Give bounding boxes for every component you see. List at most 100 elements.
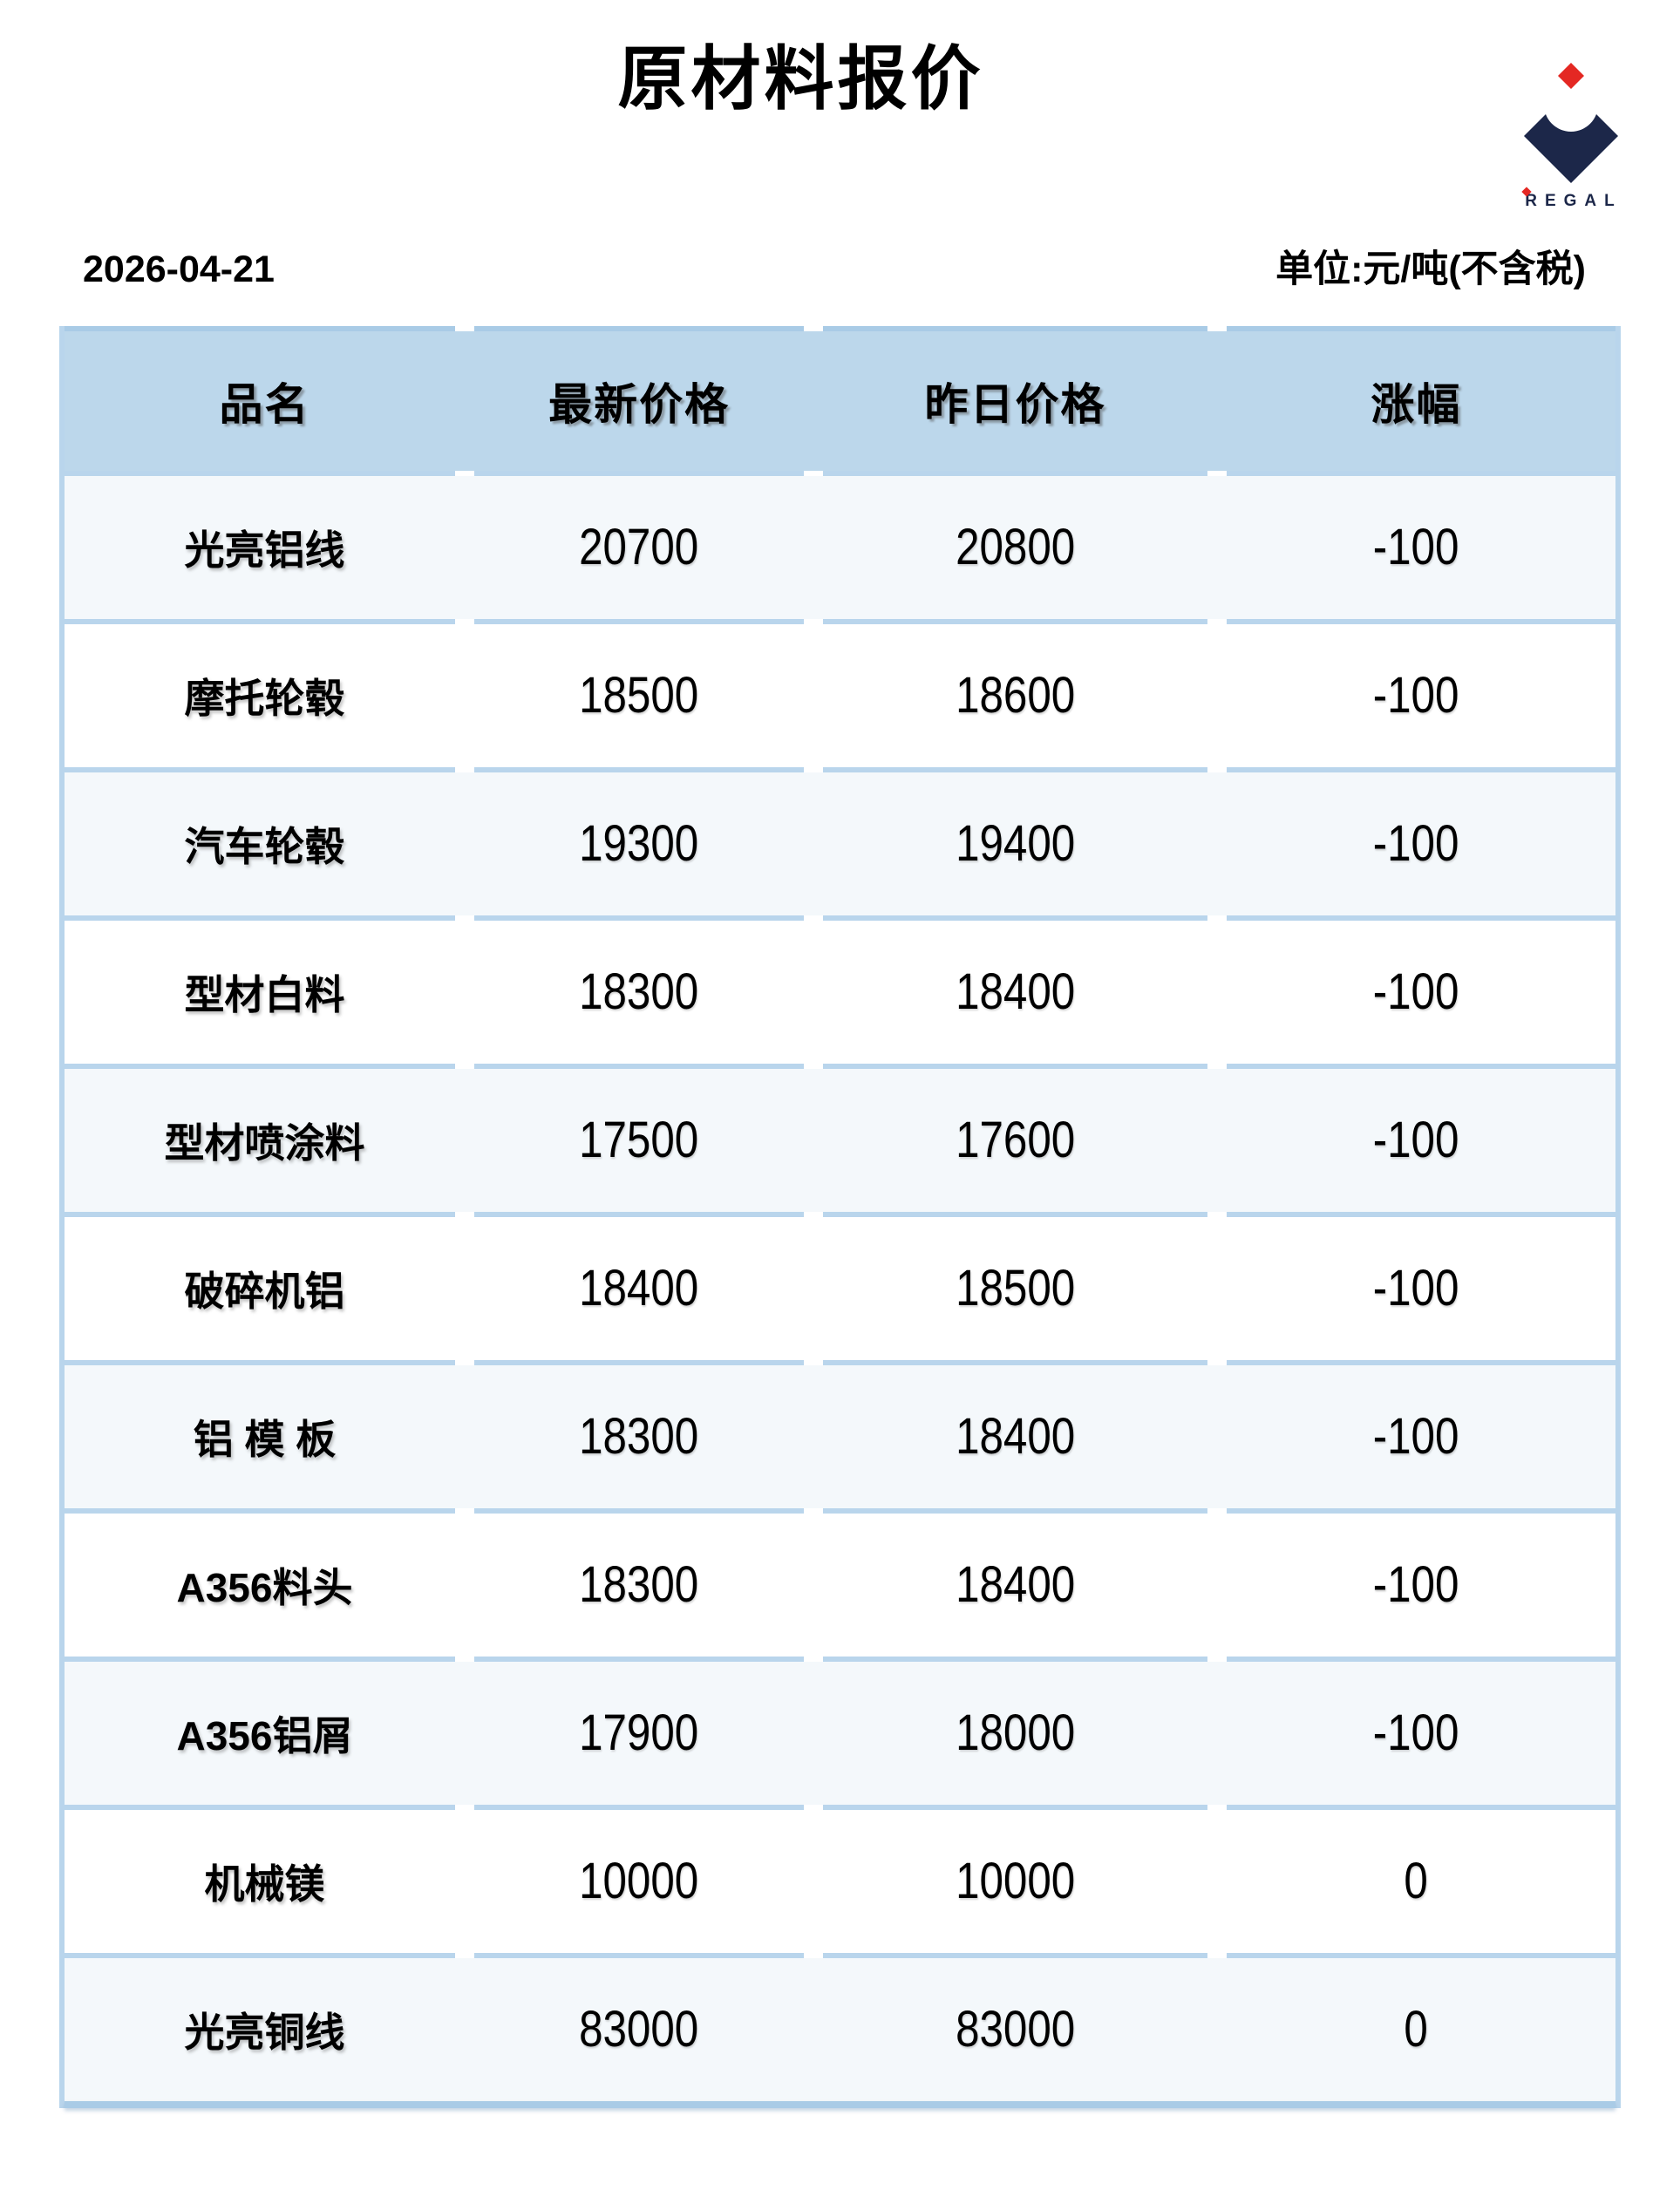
yesterday-price: 18400	[955, 1556, 1076, 1614]
price-change: 0	[1404, 2001, 1429, 2058]
separator-segment	[1226, 915, 1615, 921]
column-header-change: 涨幅	[1371, 379, 1462, 429]
table-cell: 19400	[813, 814, 1217, 873]
regal-logo: REGAL	[1513, 59, 1629, 211]
price-change: -100	[1373, 963, 1459, 1021]
separator-segment	[65, 1063, 455, 1069]
table-row: 型材喷涂料 17500 17600 -100	[65, 1068, 1615, 1212]
table-cell: 18500	[813, 1259, 1217, 1317]
separator-segment	[473, 1359, 805, 1365]
table-cell: -100	[1217, 1259, 1615, 1317]
latest-price: 19300	[579, 815, 699, 873]
separator-segment	[473, 1211, 805, 1217]
latest-price: 83000	[579, 2001, 699, 2058]
price-change: -100	[1373, 519, 1459, 576]
separator-segment	[823, 1211, 1207, 1217]
logo-wordmark: REGAL	[1513, 187, 1629, 211]
row-separator	[65, 1211, 1615, 1217]
separator-segment	[473, 1656, 805, 1662]
table-cell: -100	[1217, 1555, 1615, 1614]
table-row: 破碎机铝 18400 18500 -100	[65, 1216, 1615, 1360]
yesterday-price: 18600	[955, 667, 1076, 725]
price-change: -100	[1373, 1408, 1459, 1466]
table-top-border	[65, 325, 1615, 331]
table-cell: 18500	[465, 666, 813, 725]
yesterday-price: 17600	[955, 1112, 1076, 1169]
table-bottom-border	[65, 2100, 1615, 2108]
separator-segment	[823, 1507, 1207, 1514]
product-name: A356料头	[176, 1564, 353, 1610]
column-header-yesterday-price: 昨日价格	[924, 379, 1106, 429]
table-cell: 17900	[465, 1704, 813, 1762]
logo-text: REGAL	[1525, 192, 1622, 210]
separator-segment	[473, 1063, 805, 1069]
table-cell: 19300	[465, 814, 813, 873]
table-cell: 20700	[465, 518, 813, 576]
table-header-row: 品名 最新价格 昨日价格 涨幅	[65, 330, 1615, 471]
table-row: 型材白料 18300 18400 -100	[65, 920, 1615, 1064]
border-segment	[823, 325, 1207, 331]
table-row: A356料头 18300 18400 -100	[65, 1513, 1615, 1657]
table-cell: -100	[1217, 1704, 1615, 1762]
separator-segment	[473, 1804, 805, 1810]
table-cell: -100	[1217, 963, 1615, 1021]
latest-price: 18400	[579, 1260, 699, 1317]
table-cell: 10000	[813, 1852, 1217, 1910]
regal-logo-icon	[1524, 63, 1618, 183]
yesterday-price: 18500	[955, 1260, 1076, 1317]
table-cell: -100	[1217, 666, 1615, 725]
product-name: 汽车轮毂	[184, 823, 345, 869]
separator-segment	[65, 1507, 455, 1514]
table-cell: 18400	[465, 1259, 813, 1317]
row-separator	[65, 1063, 1615, 1069]
table-cell: -100	[1217, 518, 1615, 576]
table-cell: 18300	[465, 1555, 813, 1614]
separator-segment	[65, 1359, 455, 1365]
border-segment	[1226, 325, 1615, 331]
table-cell: 17600	[813, 1111, 1217, 1169]
separator-segment	[823, 1656, 1207, 1662]
separator-segment	[65, 1656, 455, 1662]
row-separator	[65, 1656, 1615, 1662]
border-segment	[473, 325, 805, 331]
separator-segment	[65, 1804, 455, 1810]
table-cell: 18300	[465, 963, 813, 1021]
product-name: 型材白料	[184, 971, 345, 1017]
separator-segment	[65, 1211, 455, 1217]
column-header-name: 品名	[219, 379, 310, 429]
latest-price: 10000	[579, 1853, 699, 1910]
separator-segment	[473, 1507, 805, 1514]
row-separator	[65, 470, 1615, 476]
separator-segment	[65, 470, 455, 476]
latest-price: 18300	[579, 1408, 699, 1466]
price-change: -100	[1373, 815, 1459, 873]
latest-price: 18500	[579, 667, 699, 725]
logo-diamond-icon	[1524, 89, 1618, 183]
table-row: 铝 模 板 18300 18400 -100	[65, 1364, 1615, 1508]
price-change: -100	[1373, 1112, 1459, 1169]
table-cell: 17500	[465, 1111, 813, 1169]
table-cell: -100	[1217, 1111, 1615, 1169]
latest-price: 20700	[579, 519, 699, 576]
separator-segment	[65, 1952, 455, 1958]
separator-segment	[65, 766, 455, 772]
separator-segment	[473, 618, 805, 624]
latest-price: 17500	[579, 1112, 699, 1169]
separator-segment	[823, 470, 1207, 476]
table-row: 光亮铜线 83000 83000 0	[65, 1957, 1615, 2101]
separator-segment	[1226, 1507, 1615, 1514]
price-change: -100	[1373, 1260, 1459, 1317]
row-separator	[65, 915, 1615, 921]
separator-segment	[473, 915, 805, 921]
meta-row: 2026-04-21 单位:元/吨(不含税)	[59, 248, 1621, 293]
separator-segment	[473, 470, 805, 476]
table-row: 机械镁 10000 10000 0	[65, 1809, 1615, 1953]
product-name: A356铝屑	[176, 1712, 353, 1759]
table-cell: 18000	[813, 1704, 1217, 1762]
product-name: 破碎机铝	[184, 1268, 345, 1314]
product-name: 光亮铜线	[184, 2009, 345, 2055]
row-separator	[65, 1952, 1615, 1958]
separator-segment	[823, 618, 1207, 624]
column-header-latest-price: 最新价格	[548, 379, 731, 429]
latest-price: 18300	[579, 963, 699, 1021]
